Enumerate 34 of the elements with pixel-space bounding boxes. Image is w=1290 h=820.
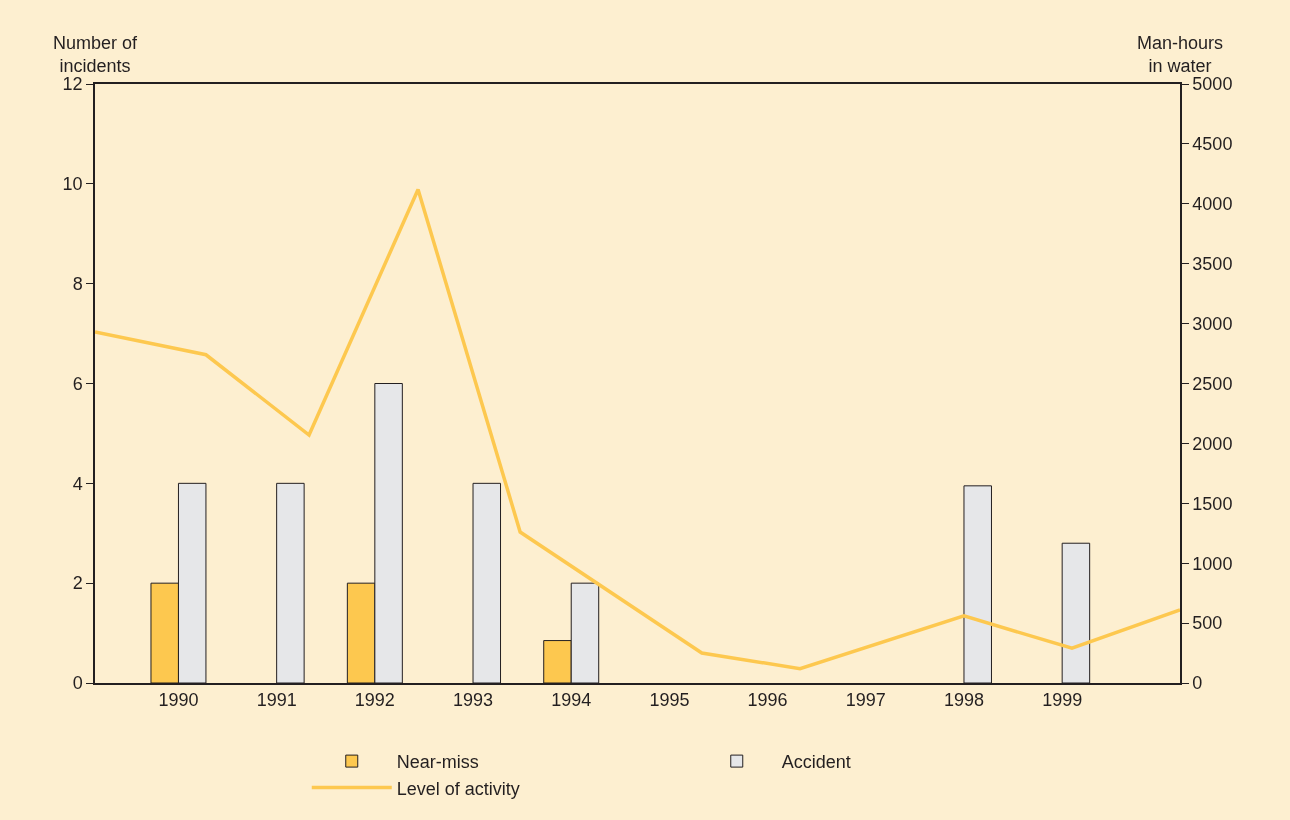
- y-tick-label: 4: [72, 473, 83, 494]
- x-tick-label: 1995: [649, 690, 690, 711]
- y2-tick-label: 1000: [1192, 553, 1233, 574]
- x-tick-label: 1991: [256, 690, 297, 711]
- y2-tick-label: 1500: [1192, 493, 1233, 514]
- y2-tick-label: 4000: [1192, 194, 1233, 215]
- y2-tick-label: 4500: [1192, 134, 1233, 155]
- y-tick-label: 6: [72, 373, 83, 394]
- x-tick-label: 1999: [1042, 690, 1083, 711]
- y-tick-label: 12: [62, 74, 83, 95]
- y2-tick-label: 3000: [1192, 313, 1233, 334]
- line-series: [95, 187, 1180, 671]
- x-tick-label: 1997: [845, 690, 886, 711]
- legend-label: Near-miss: [396, 752, 479, 773]
- y2-tick-label: 2000: [1192, 433, 1233, 454]
- y-tick-label: 0: [72, 673, 83, 694]
- y2-tick-label: 3500: [1192, 254, 1233, 274]
- y-axis-title: Number of incidents: [53, 33, 139, 77]
- x-tick-label: 1992: [354, 690, 395, 711]
- y2-tick-label: 5000: [1192, 74, 1233, 95]
- y2-axis-title: Man-hours in water: [1137, 33, 1224, 77]
- y2-tick-label: 2500: [1192, 373, 1233, 394]
- y2-tick-label: 500: [1192, 613, 1223, 634]
- x-tick-label: 1998: [943, 690, 984, 711]
- x-tick-label: 1996: [747, 690, 788, 711]
- legend-label: Level of activity: [396, 778, 520, 799]
- y2-tick-label: 0: [1192, 673, 1203, 694]
- x-tick-label: 1990: [158, 690, 199, 711]
- x-tick-label: 1994: [551, 690, 592, 711]
- y-tick-label: 8: [72, 273, 83, 294]
- x-tick-label: 1993: [453, 690, 494, 711]
- y-tick-label: 10: [62, 174, 83, 195]
- y-tick-label: 2: [72, 573, 83, 594]
- legend-label: Accident: [781, 752, 851, 773]
